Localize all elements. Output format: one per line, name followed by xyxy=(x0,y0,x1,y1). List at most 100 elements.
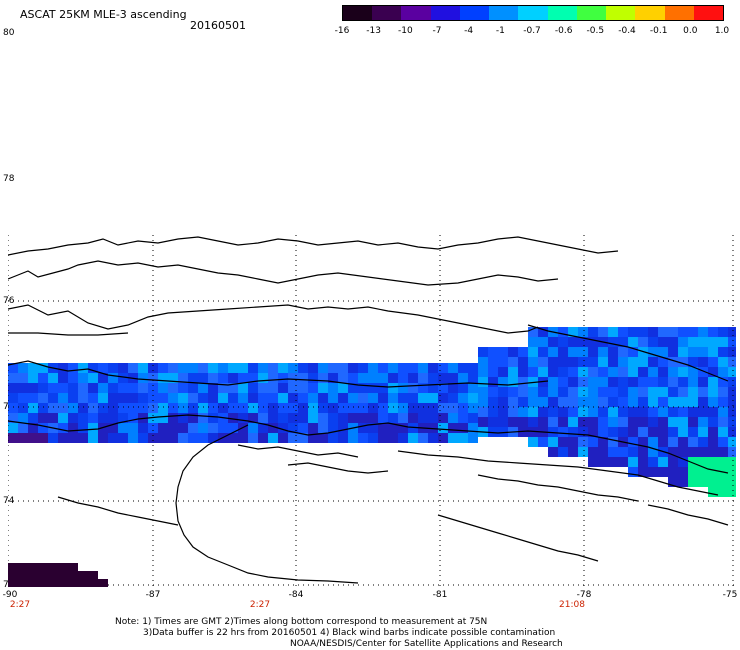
swath-cell xyxy=(208,433,218,443)
swath-cell xyxy=(128,363,138,373)
swath-cell xyxy=(308,423,318,433)
swath-cell xyxy=(388,363,398,373)
swath-cell xyxy=(418,393,428,403)
swath-cell xyxy=(658,417,668,427)
colorbar-swatch xyxy=(606,6,636,20)
swath-cell xyxy=(718,397,728,407)
swath-cell xyxy=(188,403,198,413)
swath-cell xyxy=(708,327,718,337)
swath-cell xyxy=(358,373,368,383)
swath-cell xyxy=(708,487,718,497)
swath-cell xyxy=(698,367,708,377)
swath-cell xyxy=(548,337,558,347)
swath-cell xyxy=(708,377,718,387)
swath-cell xyxy=(438,403,448,413)
swath-cell xyxy=(8,363,18,373)
swath-cell xyxy=(728,427,736,437)
swath-cell xyxy=(128,393,138,403)
swath-cell xyxy=(598,357,608,367)
swath-cell xyxy=(238,383,248,393)
swath-cell xyxy=(178,393,188,403)
y-label-78: 78 xyxy=(3,174,15,184)
swath-cell xyxy=(108,433,118,443)
swath-cell xyxy=(8,413,18,423)
swath-cell xyxy=(688,337,698,347)
swath-cell xyxy=(608,397,618,407)
swath-cell xyxy=(148,373,158,383)
swath-cell xyxy=(438,393,448,403)
swath-cell xyxy=(558,387,568,397)
swath-cell xyxy=(58,413,68,423)
y-label-80: 80 xyxy=(3,28,15,38)
swath-cell xyxy=(488,367,498,377)
swath-cell xyxy=(588,387,598,397)
swath-cell xyxy=(388,423,398,433)
swath-cell xyxy=(78,363,88,373)
swath-cell xyxy=(638,467,648,477)
swath-cell xyxy=(8,373,18,383)
swath-cell xyxy=(608,347,618,357)
swath-cell xyxy=(538,357,548,367)
swath-cell xyxy=(528,397,538,407)
swath-cell xyxy=(168,393,178,403)
swath-cell xyxy=(698,417,708,427)
swath-cell xyxy=(568,327,578,337)
swath-cell xyxy=(548,387,558,397)
swath-cell xyxy=(158,423,168,433)
swath-cell xyxy=(428,403,438,413)
swath-cell xyxy=(548,447,558,457)
swath-cell xyxy=(128,383,138,393)
swath-cell xyxy=(488,357,498,367)
swath-cell xyxy=(458,383,468,393)
swath-cell xyxy=(238,373,248,383)
swath-cell xyxy=(718,427,728,437)
swath-cell xyxy=(278,423,288,433)
colorbar-swatch xyxy=(401,6,431,20)
swath-cell xyxy=(48,413,58,423)
swath-cell xyxy=(178,413,188,423)
swath-cell xyxy=(488,397,498,407)
swath-cell xyxy=(678,467,688,477)
swath-cell xyxy=(598,377,608,387)
swath-cell xyxy=(668,467,678,477)
swath-cell xyxy=(618,427,628,437)
swath-cell xyxy=(28,403,38,413)
swath-cell xyxy=(488,427,498,437)
swath-cell xyxy=(458,373,468,383)
swath-cell xyxy=(508,357,518,367)
swath-cell xyxy=(648,427,658,437)
swath-cell xyxy=(618,357,628,367)
swath-cell xyxy=(468,423,478,433)
swath-cell xyxy=(118,423,128,433)
swath-cell xyxy=(128,433,138,443)
swath-cell xyxy=(628,327,638,337)
swath-cell xyxy=(278,393,288,403)
swath-cell xyxy=(328,413,338,423)
colorbar-tick-label: 1.0 xyxy=(714,26,730,36)
swath-cell xyxy=(268,363,278,373)
swath-cell xyxy=(638,397,648,407)
swath-cell xyxy=(268,433,278,443)
swath-cell xyxy=(618,347,628,357)
swath-cell xyxy=(98,433,108,443)
swath-cell xyxy=(308,433,318,443)
swath-cell xyxy=(588,397,598,407)
swath-cell xyxy=(608,437,618,447)
colorbar-tick-label: -0.1 xyxy=(649,26,668,36)
swath-cell xyxy=(158,433,168,443)
swath-cell xyxy=(178,433,188,443)
swath-cell xyxy=(88,423,98,433)
swath-cell xyxy=(698,387,708,397)
swath-cell xyxy=(428,423,438,433)
swath-cell xyxy=(618,327,628,337)
swath-cell xyxy=(608,367,618,377)
swath-cell xyxy=(58,373,68,383)
swath-cell xyxy=(688,427,698,437)
swath-cell xyxy=(498,347,508,357)
swath-cell xyxy=(438,433,448,443)
swath-cell xyxy=(568,447,578,457)
swath-cell xyxy=(578,347,588,357)
swath-cell xyxy=(688,357,698,367)
swath-cell xyxy=(458,363,468,373)
swath-cell xyxy=(568,407,578,417)
